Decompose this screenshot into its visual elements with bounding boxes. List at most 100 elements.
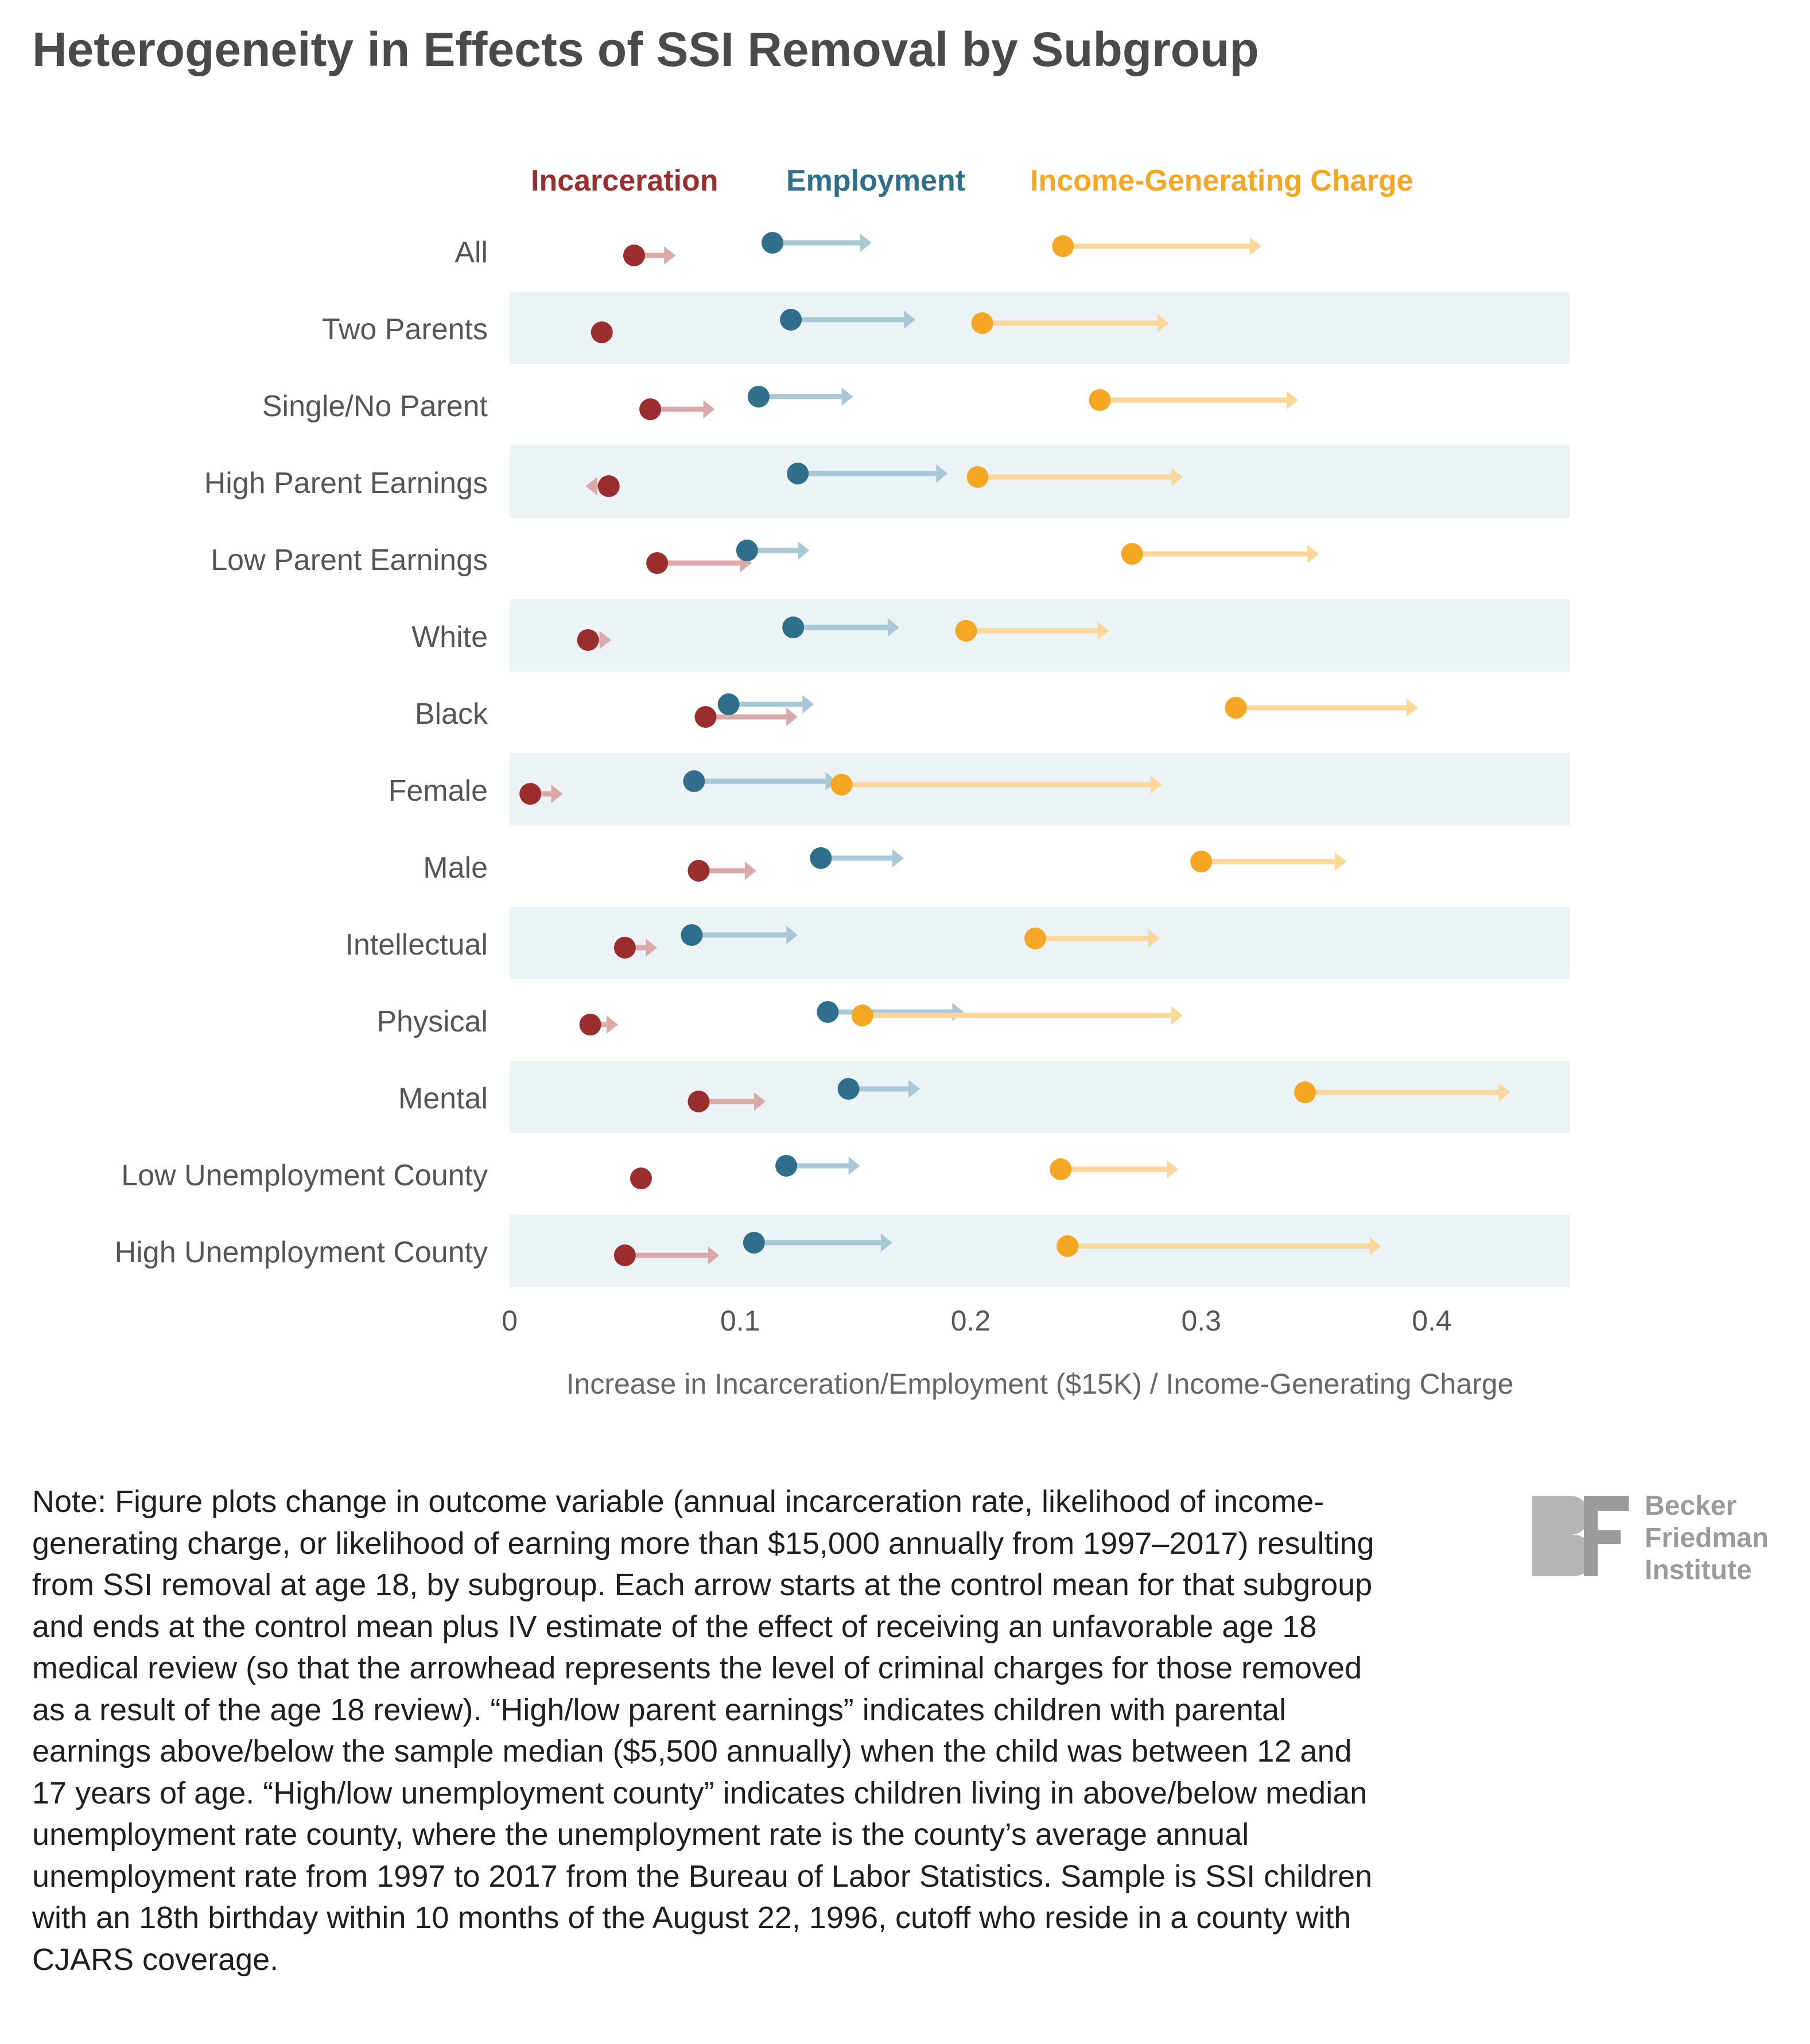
row-label-two-parents: Two Parents: [322, 313, 488, 346]
arrowhead-incarceration-physical: [606, 1015, 618, 1034]
arrowhead-employment-female: [825, 772, 837, 790]
arrowhead-income-generating-charge-all: [1249, 237, 1261, 255]
dot-employment-low-parent-earnings: [736, 540, 758, 561]
arrowhead-employment-low-parent-earnings: [798, 541, 810, 560]
arrowhead-employment-intellectual: [786, 926, 798, 944]
dot-employment-high-unemployment-county: [743, 1232, 765, 1254]
dot-income-generating-charge-all: [1052, 235, 1074, 257]
x-axis-label: Increase in Incarceration/Employment ($1…: [566, 1368, 1514, 1400]
becker-friedman-logo-icon: [1532, 1496, 1629, 1576]
dot-incarceration-single-no-parent: [639, 398, 662, 420]
arrowhead-income-generating-charge-high-parent-earnings: [1171, 468, 1183, 486]
dot-incarceration-male: [688, 860, 710, 882]
row-label-all: All: [455, 236, 488, 269]
dot-incarceration-mental: [688, 1091, 710, 1112]
row-label-white: White: [411, 620, 488, 654]
arrowhead-incarceration-single-no-parent: [703, 400, 715, 418]
logo-wordmark: Becker Friedman Institute: [1645, 1490, 1769, 1587]
row-band: [510, 445, 1570, 518]
arrowhead-employment-all: [860, 234, 872, 252]
row-label-intellectual: Intellectual: [345, 928, 488, 961]
dot-employment-single-no-parent: [747, 386, 770, 408]
dot-income-generating-charge-low-unemployment-county: [1050, 1158, 1072, 1180]
row-labels: All Two Parents Single/No Parent High Paren…: [115, 236, 488, 1269]
chart-marks: [519, 232, 1510, 1266]
arrow-dot-chart: Incarceration Employment Income-Generating…: [115, 164, 1570, 1400]
legend-income-generating-charge: Income-Generating Charge: [1030, 164, 1413, 197]
arrowhead-incarceration-all: [664, 246, 676, 265]
arrowhead-incarceration-intellectual: [646, 938, 658, 957]
figure-title: Heterogeneity in Effects of SSI Removal …: [32, 22, 1259, 76]
arrowhead-incarceration-male: [744, 862, 756, 880]
arrowhead-incarceration-black: [786, 708, 798, 726]
dot-employment-intellectual: [681, 924, 703, 946]
dot-income-generating-charge-high-parent-earnings: [966, 466, 989, 488]
arrowhead-income-generating-charge-intellectual: [1148, 929, 1160, 948]
dot-employment-all: [761, 232, 783, 254]
row-label-single-no-parent: Single/No Parent: [262, 390, 488, 423]
dot-employment-mental: [837, 1078, 860, 1100]
arrowhead-income-generating-charge-black: [1406, 699, 1418, 717]
dot-income-generating-charge-male: [1190, 851, 1213, 872]
row-label-mental: Mental: [398, 1082, 488, 1115]
dot-income-generating-charge-black: [1225, 697, 1247, 719]
dot-incarceration-white: [577, 629, 599, 651]
arrowhead-employment-high-parent-earnings: [936, 464, 948, 483]
arrowhead-income-generating-charge-single-no-parent: [1286, 391, 1298, 409]
dot-employment-white: [782, 616, 805, 638]
x-tick-label: 0.3: [1181, 1305, 1221, 1337]
arrowhead-income-generating-charge-two-parents: [1157, 314, 1169, 332]
arrowhead-employment-single-no-parent: [841, 387, 853, 406]
arrowhead-incarceration-high-parent-earnings: [585, 477, 597, 495]
dot-incarceration-low-parent-earnings: [646, 552, 669, 574]
dot-income-generating-charge-high-unemployment-county: [1057, 1235, 1079, 1257]
dot-incarceration-high-unemployment-county: [613, 1244, 636, 1266]
x-axis: 0 0.1 0.2 0.3 0.4 Increase in Incarceration/E…: [502, 1305, 1513, 1400]
dot-income-generating-charge-single-no-parent: [1089, 389, 1111, 411]
x-tick-label: 0.1: [720, 1305, 760, 1337]
legend: Incarceration Employment Income-Generating…: [531, 164, 1413, 197]
figure-note: Note: Figure plots change in outcome var…: [32, 1484, 1374, 1977]
arrowhead-incarceration-white: [599, 631, 611, 649]
dot-incarceration-high-parent-earnings: [597, 475, 620, 497]
dot-employment-black: [717, 693, 740, 715]
row-label-high-parent-earnings: High Parent Earnings: [204, 467, 488, 500]
dot-employment-low-unemployment-county: [775, 1155, 798, 1177]
arrowhead-employment-black: [802, 695, 814, 713]
row-bands: [510, 292, 1570, 1287]
dot-incarceration-low-unemployment-county: [630, 1168, 652, 1189]
arrowhead-employment-high-unemployment-county: [880, 1234, 892, 1252]
row-label-low-unemployment-county: Low Unemployment County: [121, 1159, 488, 1192]
dot-incarceration-all: [623, 245, 645, 266]
arrowhead-income-generating-charge-low-unemployment-county: [1167, 1160, 1179, 1178]
dot-employment-female: [683, 770, 705, 792]
dot-employment-physical: [817, 1001, 839, 1023]
row-band: [510, 1215, 1570, 1287]
x-tick-label: 0: [502, 1305, 518, 1337]
arrowhead-employment-white: [887, 618, 899, 637]
arrowhead-incarceration-female: [551, 785, 563, 803]
row-label-high-unemployment-county: High Unemployment County: [115, 1236, 488, 1269]
dot-incarceration-physical: [579, 1014, 601, 1035]
arrowhead-employment-mental: [908, 1080, 920, 1098]
dot-incarceration-black: [694, 706, 717, 728]
row-band: [510, 1061, 1570, 1133]
row-label-low-parent-earnings: Low Parent Earnings: [211, 544, 488, 577]
legend-incarceration: Incarceration: [531, 164, 718, 197]
dot-incarceration-intellectual: [613, 937, 636, 959]
arrowhead-income-generating-charge-white: [1097, 622, 1109, 640]
dot-employment-high-parent-earnings: [787, 463, 809, 484]
dot-income-generating-charge-white: [955, 620, 977, 642]
arrowhead-income-generating-charge-female: [1150, 775, 1162, 794]
arrowhead-incarceration-high-unemployment-county: [708, 1246, 720, 1265]
legend-employment: Employment: [786, 164, 965, 197]
dot-employment-two-parents: [780, 309, 802, 331]
x-tick-label: 0.2: [951, 1305, 991, 1337]
row-label-female: Female: [389, 774, 488, 808]
dot-incarceration-two-parents: [591, 321, 613, 343]
dot-income-generating-charge-physical: [851, 1004, 873, 1026]
row-band: [510, 292, 1570, 364]
arrowhead-income-generating-charge-low-parent-earnings: [1307, 545, 1319, 563]
row-label-male: Male: [423, 851, 488, 885]
